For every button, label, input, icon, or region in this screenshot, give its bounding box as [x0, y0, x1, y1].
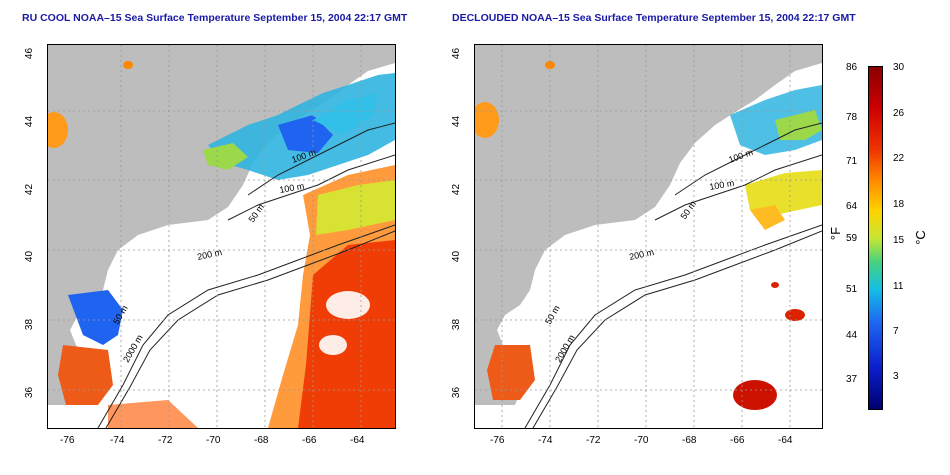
y-tick: 46: [24, 47, 36, 60]
contour-100m-label-2: 100 m: [279, 181, 305, 195]
land-mass: [475, 45, 822, 405]
contour-200m-label: 200 m: [628, 247, 655, 262]
fahrenheit-tick: 71: [846, 156, 858, 167]
contour-200m-label: 200 m: [196, 247, 223, 262]
temperature-colorbar: [868, 66, 883, 410]
y-tick: 40: [451, 250, 463, 263]
celsius-tick: 30: [893, 62, 905, 73]
left-map-title: RU COOL NOAA–15 Sea Surface Temperature …: [22, 12, 408, 24]
contour-50m-label: 50 m: [246, 202, 266, 224]
fahrenheit-tick: 78: [846, 112, 858, 123]
y-tick: 38: [451, 318, 463, 331]
fahrenheit-tick: 44: [846, 330, 858, 341]
celsius-unit-label: °C: [912, 230, 928, 245]
y-tick: 36: [451, 386, 463, 399]
celsius-tick: 3: [893, 371, 899, 382]
right-sst-map: 100 m 100 m 50 m 200 m 50 m 2000 m: [474, 44, 823, 429]
x-tick: -66: [730, 435, 745, 446]
celsius-tick: 22: [893, 153, 905, 164]
x-tick: -76: [490, 435, 505, 446]
y-tick: 42: [24, 183, 36, 196]
x-tick: -76: [60, 435, 75, 446]
x-tick: -64: [350, 435, 365, 446]
x-tick: -72: [158, 435, 173, 446]
fahrenheit-tick: 51: [846, 284, 858, 295]
celsius-tick: 18: [893, 199, 905, 210]
x-tick: -68: [682, 435, 697, 446]
fahrenheit-unit-label: °F: [828, 226, 844, 241]
left-sst-map: 100 m 100 m 50 m 200 m 50 m 2000 m: [47, 44, 396, 429]
celsius-tick: 7: [893, 326, 899, 337]
celsius-tick: 26: [893, 108, 905, 119]
contour-2000m-label: 2000 m: [553, 333, 577, 364]
x-tick: -70: [206, 435, 221, 446]
x-tick: -66: [302, 435, 317, 446]
x-tick: -72: [586, 435, 601, 446]
y-tick: 44: [24, 115, 36, 128]
fahrenheit-tick: 64: [846, 201, 858, 212]
contour-100m-label-2: 100 m: [709, 178, 735, 192]
fahrenheit-tick: 37: [846, 374, 858, 385]
y-tick: 40: [24, 250, 36, 263]
contour-50m-label: 50 m: [678, 199, 698, 221]
x-tick: -74: [538, 435, 553, 446]
contour-100m-label: 100 m: [727, 147, 754, 165]
contour-50m-label-2: 50 m: [543, 304, 562, 326]
x-tick: -70: [634, 435, 649, 446]
fahrenheit-tick: 86: [846, 62, 858, 73]
land-mass: [48, 45, 395, 405]
right-map-title: DECLOUDED NOAA–15 Sea Surface Temperatur…: [452, 12, 856, 24]
celsius-tick: 11: [893, 281, 904, 292]
y-tick: 44: [451, 115, 463, 128]
x-tick: -64: [778, 435, 793, 446]
y-tick: 36: [24, 386, 36, 399]
celsius-tick: 15: [893, 235, 905, 246]
fahrenheit-tick: 59: [846, 233, 858, 244]
x-tick: -74: [110, 435, 125, 446]
y-tick: 38: [24, 318, 36, 331]
y-tick: 46: [451, 47, 463, 60]
x-tick: -68: [254, 435, 269, 446]
y-tick: 42: [451, 183, 463, 196]
